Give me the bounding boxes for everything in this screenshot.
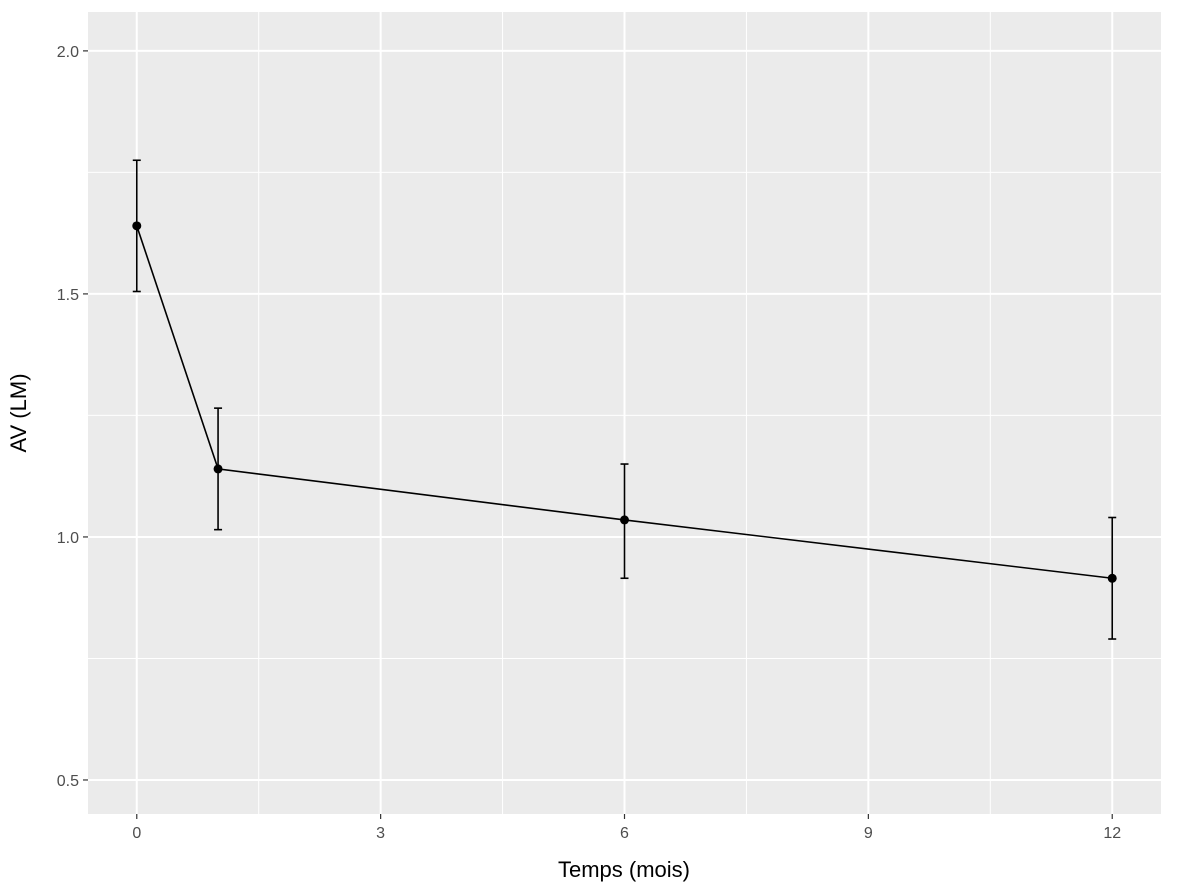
x-tick-label: 3 bbox=[376, 825, 385, 842]
x-tick-label: 12 bbox=[1103, 825, 1121, 842]
x-axis-title: Temps (mois) bbox=[558, 857, 690, 882]
data-point bbox=[1107, 573, 1117, 583]
x-tick-label: 6 bbox=[620, 825, 629, 842]
y-tick-label: 0.5 bbox=[57, 773, 79, 790]
x-tick-label: 9 bbox=[864, 825, 873, 842]
series-layer bbox=[132, 159, 1117, 640]
y-axis-title: AV (LM) bbox=[6, 373, 31, 452]
data-point bbox=[620, 515, 629, 525]
series-line bbox=[136, 225, 1113, 580]
y-tick-label: 1.5 bbox=[57, 287, 79, 304]
y-tick-label: 1.0 bbox=[57, 530, 79, 547]
y-tick-label: 2.0 bbox=[57, 44, 79, 61]
y-axis-ticks: 0.5 1.0 1.5 2.0 bbox=[57, 44, 88, 790]
major-gridlines bbox=[88, 12, 1161, 814]
x-tick-label: 0 bbox=[132, 825, 141, 842]
data-point bbox=[132, 221, 142, 231]
data-point bbox=[213, 464, 223, 474]
x-axis-ticks: 0 3 6 9 12 bbox=[132, 814, 1121, 842]
